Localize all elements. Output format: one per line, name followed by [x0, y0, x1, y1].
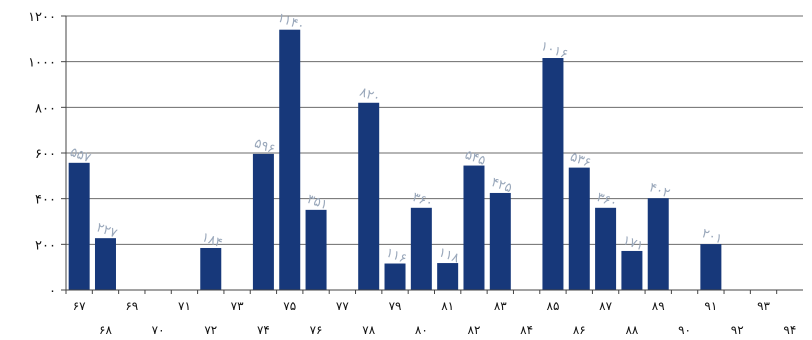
- y-tick-label: ۲۰۰: [35, 238, 56, 253]
- data-label: ۳۵۱: [305, 192, 330, 213]
- data-label: ۱۱۶: [384, 246, 409, 267]
- data-label: ۱۷۱: [621, 233, 646, 254]
- x-tick-label: ۸۳: [494, 299, 507, 313]
- bar: [410, 207, 432, 290]
- bar: [489, 192, 511, 290]
- data-label: ۲۲۷: [94, 220, 119, 241]
- x-tick-label: ۷۱: [178, 299, 191, 313]
- bar: [437, 263, 459, 290]
- x-tick-label: ۶۹: [125, 299, 138, 313]
- bar: [94, 238, 116, 290]
- bar: [252, 153, 274, 290]
- data-label: ۴۲۵: [489, 175, 514, 196]
- bar: [463, 165, 485, 290]
- y-tick-label: ۰: [49, 284, 56, 299]
- x-tick-label: ۸۸: [625, 323, 638, 337]
- grid-lines: [66, 15, 803, 245]
- bar: [200, 247, 222, 290]
- x-tick-label: ۸۵: [547, 299, 560, 313]
- bar: [595, 207, 617, 290]
- x-tick-labels: ۶۷ ۶۸ ۶۹ ۷۰ ۷۱ ۷۲ ۷۳ ۷۴ ۷۵ ۷۶ ۷۷ ۷۸ ۷۹ ۸۰ ۸۱ ۸۲ ۸۳ ۸۴ ۸۵ ۸۶…: [73, 299, 797, 337]
- x-tick-label: ۷۶: [310, 323, 323, 337]
- x-tick-label: ۸۷: [599, 299, 612, 313]
- x-tick-label: ۷۰: [152, 323, 165, 337]
- x-tick-label: ۹۴: [783, 323, 796, 337]
- data-label: ۱۱۸: [436, 245, 461, 266]
- axes: [61, 15, 803, 294]
- x-tick-label: ۸۰: [415, 323, 428, 337]
- x-tick-label: ۷۲: [204, 323, 217, 337]
- data-label: ۲۰۱: [700, 226, 725, 247]
- bar: [700, 244, 722, 290]
- data-label: ۴۰۲: [647, 180, 672, 201]
- x-tick-label: ۹۳: [757, 299, 770, 313]
- bar: [621, 250, 643, 290]
- bar: [358, 102, 380, 291]
- x-tick-label: ۷۷: [336, 299, 349, 313]
- bar: [279, 29, 301, 290]
- data-label: ۵۹۶: [252, 136, 277, 157]
- x-tick-label: ۷۳: [231, 299, 244, 313]
- x-tick-label: ۶۸: [99, 323, 112, 337]
- data-label: ۵۳۶: [568, 150, 593, 171]
- data-label: ۵۴۵: [463, 148, 488, 169]
- x-tick-label: ۹۱: [704, 299, 717, 313]
- x-tick-label: ۷۸: [362, 323, 375, 337]
- data-label: ۳۶۰: [410, 190, 435, 211]
- bar: [568, 167, 590, 290]
- y-tick-labels: ۰ ۲۰۰ ۴۰۰ ۶۰۰ ۸۰۰ ۱۰۰۰ ۱۲۰۰: [28, 10, 56, 299]
- bar: [647, 198, 669, 290]
- bars: [68, 29, 722, 291]
- x-tick-label: ۸۶: [573, 323, 586, 337]
- data-label: ۱۸۴: [200, 230, 225, 251]
- x-tick-label: ۹۲: [731, 323, 744, 337]
- x-tick-label: ۷۹: [389, 299, 402, 313]
- y-tick-label: ۱۰۰۰: [28, 56, 56, 71]
- bar: [68, 162, 90, 290]
- x-tick-label: ۸۹: [652, 299, 665, 313]
- x-tick-label: ۹۰: [678, 323, 691, 337]
- x-tick-label: ۸۴: [520, 323, 533, 337]
- data-label: ۵۵۷: [68, 145, 93, 166]
- y-tick-label: ۶۰۰: [35, 147, 56, 162]
- x-tick-label: ۸۲: [468, 323, 481, 337]
- y-tick-label: ۴۰۰: [35, 193, 56, 208]
- x-tick-label: ۶۷: [73, 299, 86, 313]
- data-label: ۸۲۰: [357, 85, 382, 106]
- bar: [542, 58, 564, 290]
- y-tick-label: ۸۰۰: [35, 101, 56, 116]
- x-tick-label: ۷۵: [283, 299, 296, 313]
- data-label: ۳۶۰: [594, 190, 619, 211]
- bar: [305, 209, 327, 290]
- bar: [384, 263, 406, 290]
- x-tick-label: ۸۱: [441, 299, 454, 313]
- y-tick-label: ۱۲۰۰: [28, 10, 56, 25]
- x-tick-label: ۷۴: [257, 323, 270, 337]
